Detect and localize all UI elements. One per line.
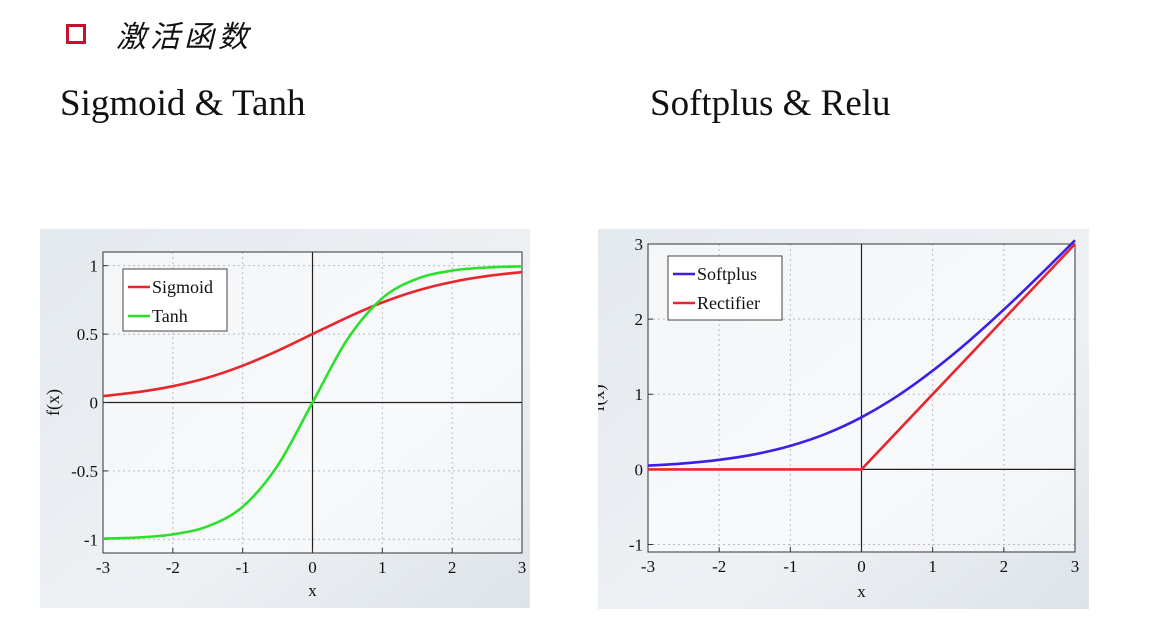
hollow-red-square-icon bbox=[66, 24, 86, 44]
chart-sigmoid-tanh-ytick-label-4: -1 bbox=[84, 530, 98, 549]
chart-sigmoid-tanh-xtick-label-5: 2 bbox=[448, 558, 457, 577]
chart-sigmoid-tanh-ytick-label-0: 1 bbox=[90, 257, 99, 276]
chart-softplus-relu: -3 -2 -1 0 1 2 3 3 2 1 0 -1 x f(x) Softplus Rectifier bbox=[598, 229, 1089, 609]
chart-softplus-relu-xtick-label-0: -3 bbox=[641, 557, 655, 576]
chart-sigmoid-tanh-ytick-label-2: 0 bbox=[90, 394, 99, 413]
chart-softplus-relu-xlabel: x bbox=[857, 582, 866, 601]
chart-sigmoid-tanh-svg: -3 -2 -1 0 1 2 3 1 0.5 0 -0.5 -1 x f(x) Sigmoid Tanh bbox=[40, 229, 530, 608]
chart-softplus-relu-ylabel: f(x) bbox=[598, 385, 609, 412]
subtitle-sigmoid-tanh: Sigmoid & Tanh bbox=[60, 83, 306, 124]
section-heading: 激活函数 bbox=[66, 14, 252, 55]
chart-sigmoid-tanh-ylabel: f(x) bbox=[43, 389, 64, 416]
chart-softplus-relu-xtick-label-4: 1 bbox=[928, 557, 937, 576]
chart-softplus-relu-ytick-label-0: 3 bbox=[635, 235, 644, 254]
chart-softplus-relu-xtick-label-5: 2 bbox=[1000, 557, 1009, 576]
chart-softplus-relu-series-softplus bbox=[647, 239, 1076, 467]
chart-softplus-relu-svg: -3 -2 -1 0 1 2 3 3 2 1 0 -1 x f(x) Softplus Rectifier bbox=[598, 229, 1089, 609]
chart-softplus-relu-series-rectifier bbox=[648, 243, 1076, 471]
chart-softplus-relu-xtick-label-1: -2 bbox=[712, 557, 726, 576]
chart-sigmoid-tanh-xlabel: x bbox=[308, 581, 317, 600]
chart-sigmoid-tanh-xtick-label-1: -2 bbox=[166, 558, 180, 577]
chart-softplus-relu-legend-label-softplus: Softplus bbox=[697, 264, 757, 284]
chart-sigmoid-tanh-xtick-label-4: 1 bbox=[378, 558, 387, 577]
chart-softplus-relu-xtick-label-3: 0 bbox=[857, 557, 866, 576]
chart-softplus-relu-legend-label-rectifier: Rectifier bbox=[697, 293, 760, 313]
chart-softplus-relu-ytick-label-4: -1 bbox=[629, 535, 643, 554]
chart-sigmoid-tanh: -3 -2 -1 0 1 2 3 1 0.5 0 -0.5 -1 x f(x) Sigmoid Tanh bbox=[40, 229, 530, 608]
chart-softplus-relu-ytick-label-3: 0 bbox=[635, 460, 644, 479]
chart-sigmoid-tanh-series-tanh bbox=[102, 265, 523, 540]
chart-sigmoid-tanh-legend-label-sigmoid: Sigmoid bbox=[152, 277, 213, 297]
chart-sigmoid-tanh-ytick-label-3: -0.5 bbox=[71, 462, 98, 481]
subtitle-softplus-relu: Softplus & Relu bbox=[650, 83, 891, 124]
chart-softplus-relu-legend bbox=[667, 255, 783, 321]
chart-sigmoid-tanh-legend bbox=[122, 268, 228, 332]
chart-softplus-relu-xtick-label-6: 3 bbox=[1071, 557, 1080, 576]
chart-sigmoid-tanh-ytick-label-1: 0.5 bbox=[77, 325, 98, 344]
chart-softplus-relu-ytick-label-2: 1 bbox=[635, 385, 644, 404]
chart-sigmoid-tanh-legend-label-tanh: Tanh bbox=[152, 306, 188, 326]
chart-sigmoid-tanh-xtick-label-3: 0 bbox=[308, 558, 317, 577]
chart-sigmoid-tanh-xtick-label-6: 3 bbox=[518, 558, 527, 577]
chart-sigmoid-tanh-series-sigmoid bbox=[102, 270, 523, 398]
chart-softplus-relu-xtick-label-2: -1 bbox=[783, 557, 797, 576]
section-title: 激活函数 bbox=[116, 20, 252, 55]
chart-sigmoid-tanh-xtick-label-2: -1 bbox=[236, 558, 250, 577]
chart-softplus-relu-ytick-label-1: 2 bbox=[635, 310, 644, 329]
chart-sigmoid-tanh-xtick-label-0: -3 bbox=[96, 558, 110, 577]
